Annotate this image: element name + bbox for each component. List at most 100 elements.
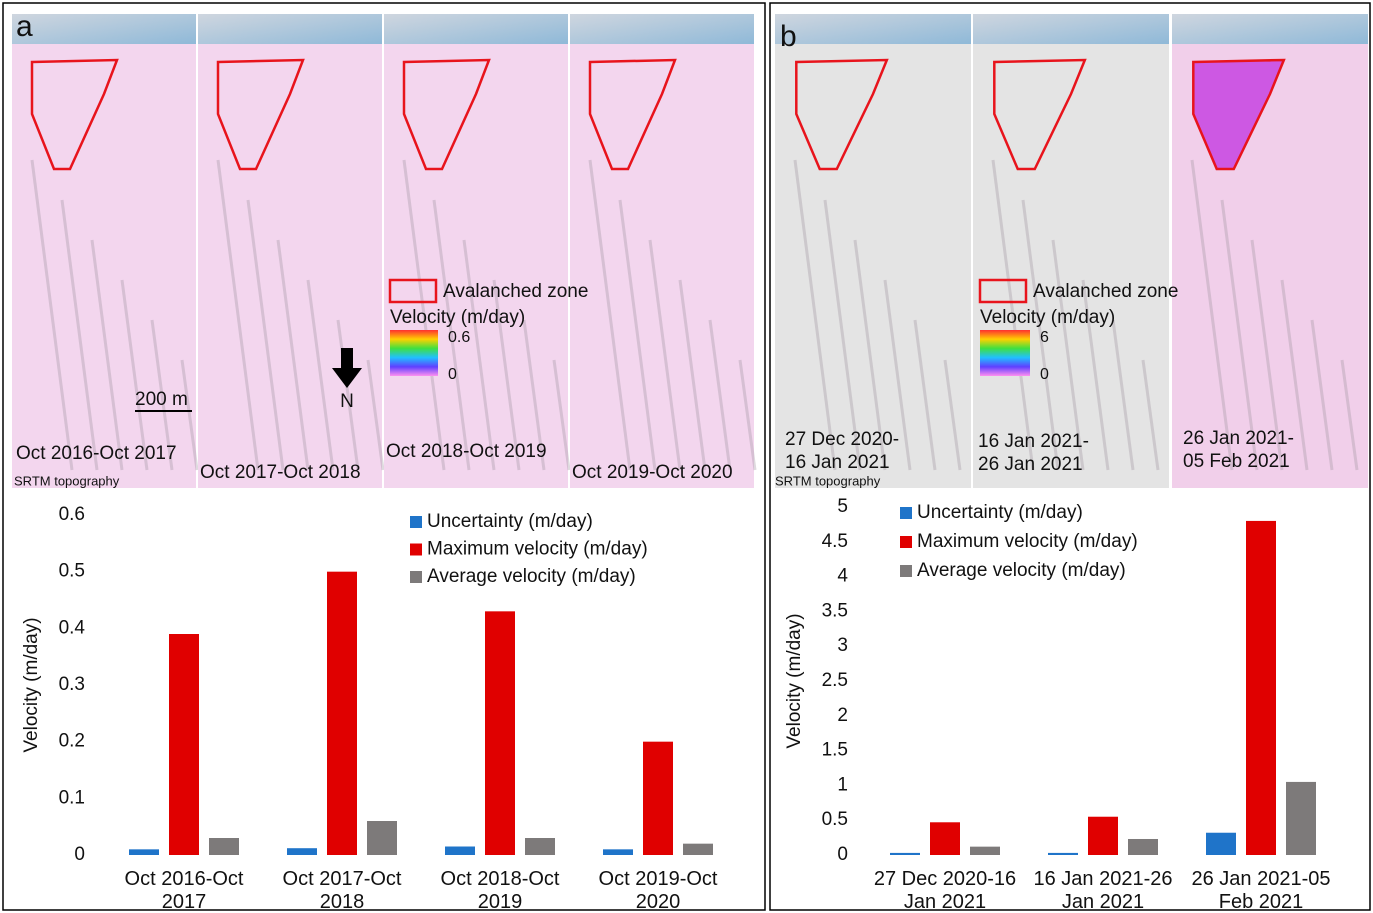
ridge — [246, 199, 285, 471]
ridge — [492, 279, 521, 471]
y-tick-label: 2.5 — [822, 670, 848, 691]
y-tick-label: 0.2 — [59, 731, 85, 752]
bar — [367, 821, 397, 855]
map-topo-strip — [384, 14, 568, 44]
legend-zone-label: Avalanched zone — [1033, 281, 1178, 302]
bar — [930, 822, 960, 855]
ridge — [60, 199, 99, 471]
panel-letter: a — [16, 10, 33, 43]
y-tick-label: 0.5 — [59, 561, 85, 582]
source-label: SRTM topography — [14, 473, 120, 488]
y-tick-label: 0.5 — [822, 809, 848, 830]
ridge — [522, 319, 546, 471]
ridge — [793, 159, 837, 471]
map-caption: Oct 2017-Oct 2018 — [200, 462, 361, 483]
bar — [1246, 520, 1276, 855]
y-tick-label: 4.5 — [822, 531, 848, 552]
map-frame — [973, 14, 1169, 488]
bar — [890, 852, 920, 855]
ridge — [90, 239, 124, 471]
colorbar — [390, 330, 438, 376]
bar — [169, 634, 199, 855]
legend-swatch — [900, 507, 912, 519]
ridge — [552, 359, 571, 471]
ridge — [366, 359, 385, 471]
x-tick-label: 16 Jan 2021-26 Jan 2021 — [1033, 868, 1173, 913]
legend-velocity-label: Velocity (m/day) — [980, 307, 1115, 328]
legend-zone-label: Avalanched zone — [443, 281, 588, 302]
avalanched-zone — [1192, 58, 1286, 171]
y-tick-label: 0.4 — [59, 617, 86, 638]
x-tick-label: Oct 2019-Oct 2020 — [598, 868, 718, 913]
ridge — [853, 239, 887, 471]
colorbar — [980, 330, 1030, 376]
ridge — [588, 159, 632, 471]
x-tick-label: Oct 2016-Oct 2017 — [124, 868, 244, 913]
bar — [129, 849, 159, 855]
bar — [1206, 832, 1236, 855]
colorbar-max: 0.6 — [448, 329, 470, 346]
map-caption: Oct 2019-Oct 2020 — [572, 462, 733, 483]
y-tick-label: 5 — [837, 496, 848, 517]
y-tick-label: 3.5 — [822, 600, 848, 621]
ridge — [120, 279, 149, 471]
panel-border — [769, 2, 1371, 911]
y-tick-label: 1 — [837, 774, 848, 795]
ridge — [1220, 199, 1259, 471]
panel-border — [2, 2, 766, 911]
ridge — [1280, 279, 1309, 471]
bar — [603, 849, 633, 855]
panel-letter: b — [780, 20, 797, 53]
legend-label: Average velocity (m/day) — [427, 566, 636, 587]
avalanched-zone — [993, 58, 1087, 171]
legend-label: Maximum velocity (m/day) — [427, 539, 648, 560]
bar — [1088, 816, 1118, 855]
y-tick-label: 1.5 — [822, 740, 848, 761]
x-tick-label: Oct 2017-Oct 2018 — [282, 868, 402, 913]
legend-velocity-label: Velocity (m/day) — [390, 307, 525, 328]
colorbar-min: 0 — [448, 366, 457, 383]
map-topo-strip — [570, 14, 754, 44]
ridge — [1190, 159, 1234, 471]
y-tick-label: 4 — [837, 566, 848, 587]
colorbar-max: 6 — [1040, 329, 1049, 346]
y-tick-label: 2 — [837, 705, 848, 726]
bar — [643, 741, 673, 855]
legend-label: Average velocity (m/day) — [917, 560, 1126, 581]
map-topo-strip — [775, 14, 971, 44]
ridge — [883, 279, 912, 471]
ridge — [738, 359, 757, 471]
ridge — [1250, 239, 1284, 471]
map-topo-strip — [198, 14, 382, 44]
bar — [525, 838, 555, 855]
ridge — [1021, 199, 1060, 471]
ridge — [462, 239, 496, 471]
map-caption: 26 Jan 2021-05 Feb 2021 — [1183, 428, 1294, 472]
x-tick-label: 27 Dec 2020-16 Jan 2021 — [873, 868, 1017, 913]
legend-swatch — [410, 516, 422, 528]
y-tick-label: 0.3 — [59, 674, 85, 695]
legend-swatch — [900, 536, 912, 548]
bar — [287, 848, 317, 855]
map-caption: Oct 2018-Oct 2019 — [386, 441, 547, 462]
ridge — [823, 199, 862, 471]
ridge — [30, 159, 74, 471]
ridge — [1051, 239, 1085, 471]
bar — [683, 843, 713, 855]
y-axis-title: Velocity (m/day) — [21, 617, 42, 752]
bar — [1286, 781, 1316, 855]
map-topo-strip — [1172, 14, 1368, 44]
map-topo-strip — [12, 14, 196, 44]
ridge — [1081, 279, 1110, 471]
x-tick-label: Oct 2018-Oct 2019 — [440, 868, 560, 913]
bar — [485, 611, 515, 855]
y-tick-label: 3 — [837, 635, 848, 656]
avalanched-zone — [216, 58, 305, 171]
map-frame — [12, 14, 196, 488]
x-tick-label: 26 Jan 2021-05 Feb 2021 — [1191, 868, 1331, 913]
north-label: N — [340, 391, 354, 412]
legend-zone-swatch — [978, 278, 1028, 304]
ridge — [216, 159, 260, 471]
north-arrow — [332, 348, 362, 388]
